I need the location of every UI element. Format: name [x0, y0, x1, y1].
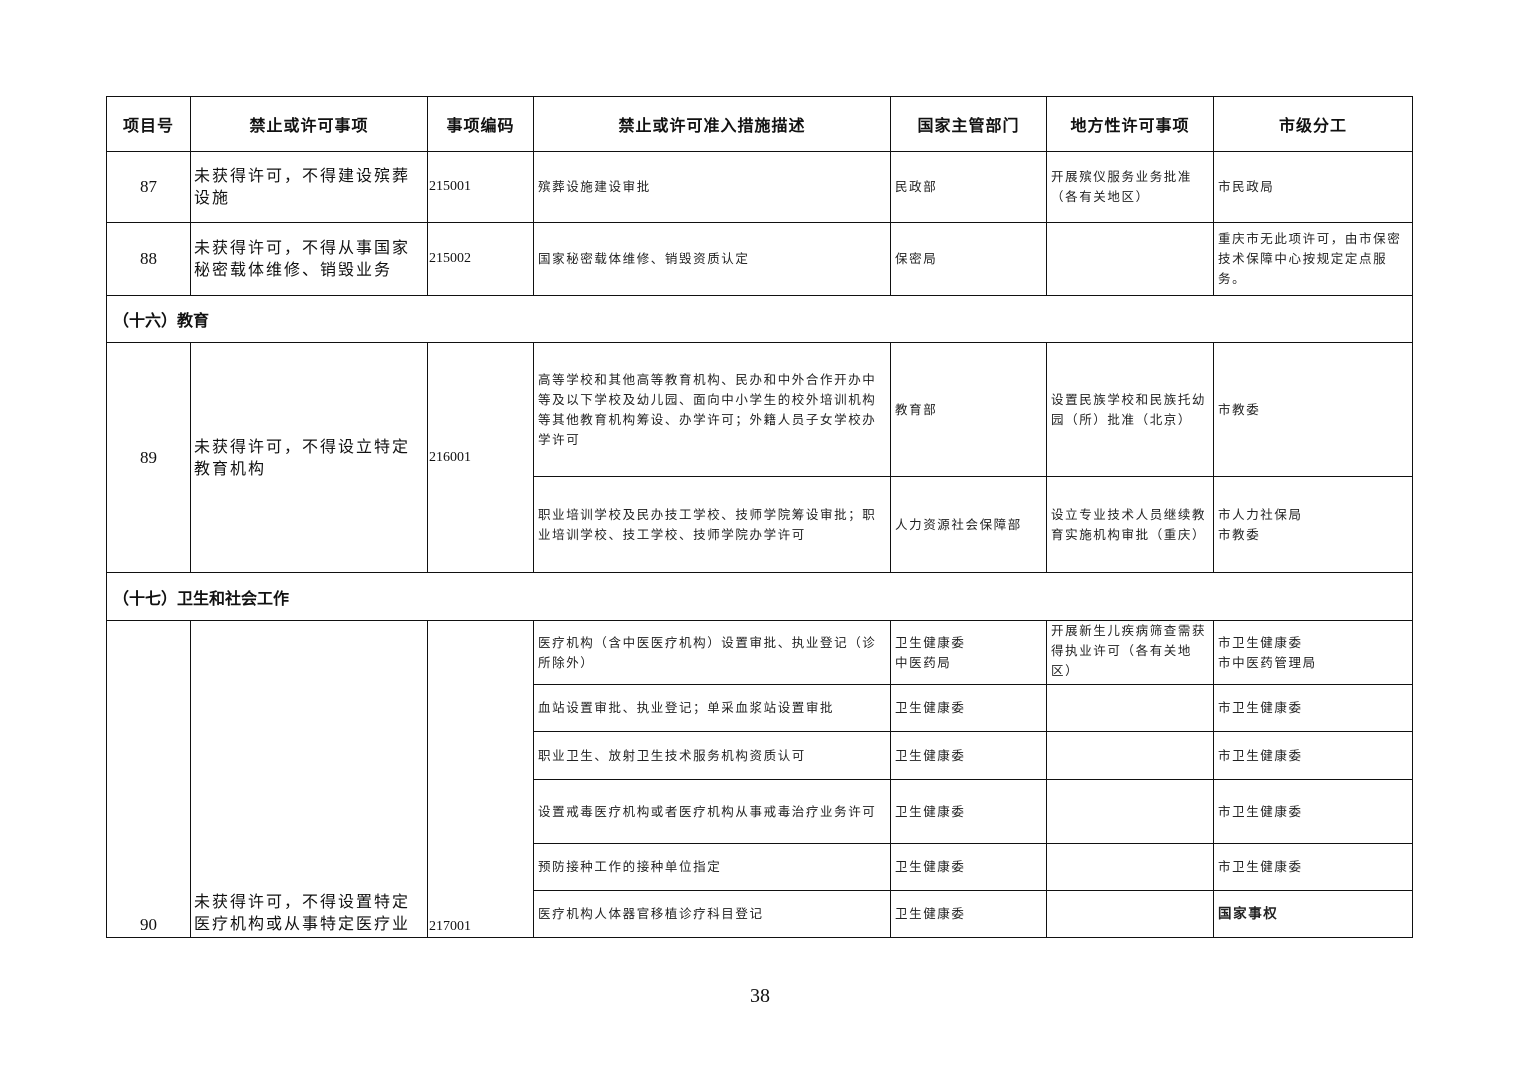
row-local: 开展新生儿疾病筛查需获得执业许可（各有关地区） — [1046, 620, 1214, 685]
row-dept: 卫生健康委 — [890, 843, 1047, 891]
col-header-code: 事项编码 — [427, 96, 534, 152]
permit-table: 项目号 禁止或许可事项 事项编码 禁止或许可准入措施描述 国家主管部门 地方性许… — [106, 96, 1413, 938]
row-dept: 卫生健康委 中医药局 — [890, 620, 1047, 685]
row-city: 国家事权 — [1213, 890, 1413, 938]
row-code: 215002 — [427, 222, 534, 296]
row-local — [1046, 890, 1214, 938]
row-city: 市卫生健康委 — [1213, 843, 1413, 891]
row-local — [1046, 779, 1214, 844]
row-dept: 民政部 — [890, 151, 1047, 223]
row-city: 市卫生健康委 — [1213, 731, 1413, 780]
row-dept: 卫生健康委 — [890, 890, 1047, 938]
row-description: 医疗机构（含中医医疗机构）设置审批、执业登记（诊所除外） — [533, 620, 891, 685]
row-city: 市卫生健康委 市中医药管理局 — [1213, 620, 1413, 685]
row-description: 职业培训学校及民办技工学校、技师学院筹设审批；职业培训学校、技工学校、技师学院办… — [533, 476, 891, 573]
row-dept: 卫生健康委 — [890, 779, 1047, 844]
row-number: 88 — [106, 222, 191, 296]
row-dept: 人力资源社会保障部 — [890, 476, 1047, 573]
table-row: 87 未获得许可，不得建设殡葬设施 215001 殡葬设施建设审批 民政部 开展… — [106, 151, 1413, 223]
row-city: 市卫生健康委 — [1213, 779, 1413, 844]
row-code: 216001 — [427, 342, 534, 573]
page-number: 38 — [750, 985, 770, 1007]
table-subrow: 职业培训学校及民办技工学校、技师学院筹设审批；职业培训学校、技工学校、技师学院办… — [107, 476, 1413, 573]
row-number: 90 — [106, 620, 191, 938]
row-item: 未获得许可，不得设立特定教育机构 — [190, 342, 428, 573]
row-local — [1046, 731, 1214, 780]
table-row: 88 未获得许可，不得从事国家秘密载体维修、销毁业务 215002 国家秘密载体… — [106, 222, 1413, 296]
row-number: 87 — [106, 151, 191, 223]
row-description: 高等学校和其他高等教育机构、民办和中外合作开办中等及以下学校及幼儿园、面向中小学… — [533, 342, 891, 477]
row-dept: 卫生健康委 — [890, 684, 1047, 732]
table-subrow: 血站设置审批、执业登记；单采血浆站设置审批 卫生健康委 市卫生健康委 — [107, 684, 1413, 732]
row-description: 职业卫生、放射卫生技术服务机构资质认可 — [533, 731, 891, 780]
table-row: 90 未获得许可，不得设置特定医疗机构或从事特定医疗业 217001 医疗机构（… — [106, 620, 1413, 938]
col-header-item: 禁止或许可事项 — [190, 96, 428, 152]
row-dept: 教育部 — [890, 342, 1047, 477]
col-header-city: 市级分工 — [1213, 96, 1413, 152]
table-subrow: 职业卫生、放射卫生技术服务机构资质认可 卫生健康委 市卫生健康委 — [107, 731, 1413, 780]
section-heading: （十七）卫生和社会工作 — [106, 572, 1413, 621]
table-subrow: 医疗机构人体器官移植诊疗科目登记 卫生健康委 国家事权 — [107, 890, 1413, 938]
row-item: 未获得许可，不得设置特定医疗机构或从事特定医疗业 — [190, 620, 428, 938]
col-header-local: 地方性许可事项 — [1046, 96, 1214, 152]
row-city: 市教委 — [1213, 342, 1413, 477]
col-header-dept: 国家主管部门 — [890, 96, 1047, 152]
row-item: 未获得许可，不得从事国家秘密载体维修、销毁业务 — [190, 222, 428, 296]
section-row: （十六）教育 — [106, 295, 1413, 343]
row-description: 殡葬设施建设审批 — [533, 151, 891, 223]
permit-table-container: 项目号 禁止或许可事项 事项编码 禁止或许可准入措施描述 国家主管部门 地方性许… — [106, 96, 1414, 938]
row-local — [1046, 843, 1214, 891]
row-city: 市人力社保局 市教委 — [1213, 476, 1413, 573]
row-description: 设置戒毒医疗机构或者医疗机构从事戒毒治疗业务许可 — [533, 779, 891, 844]
row-code: 215001 — [427, 151, 534, 223]
row-description: 医疗机构人体器官移植诊疗科目登记 — [533, 890, 891, 938]
row-local: 设立专业技术人员继续教育实施机构审批（重庆） — [1046, 476, 1214, 573]
row-number: 89 — [106, 342, 191, 573]
section-heading: （十六）教育 — [106, 295, 1413, 343]
header-row: 项目号 禁止或许可事项 事项编码 禁止或许可准入措施描述 国家主管部门 地方性许… — [106, 96, 1413, 152]
row-local: 设置民族学校和民族托幼园（所）批准（北京） — [1046, 342, 1214, 477]
row-city: 重庆市无此项许可，由市保密技术保障中心按规定定点服务。 — [1213, 222, 1413, 296]
row-dept: 卫生健康委 — [890, 731, 1047, 780]
row-local — [1046, 222, 1214, 296]
table-row: 89 未获得许可，不得设立特定教育机构 216001 高等学校和其他高等教育机构… — [106, 342, 1413, 573]
row-dept: 保密局 — [890, 222, 1047, 296]
row-description: 血站设置审批、执业登记；单采血浆站设置审批 — [533, 684, 891, 732]
row-city: 市卫生健康委 — [1213, 684, 1413, 732]
row-description: 预防接种工作的接种单位指定 — [533, 843, 891, 891]
row-local: 开展殡仪服务业务批准（各有关地区） — [1046, 151, 1214, 223]
row-item: 未获得许可，不得建设殡葬设施 — [190, 151, 428, 223]
row-description: 国家秘密载体维修、销毁资质认定 — [533, 222, 891, 296]
col-header-description: 禁止或许可准入措施描述 — [533, 96, 891, 152]
section-row: （十七）卫生和社会工作 — [106, 572, 1413, 621]
row-city: 市民政局 — [1213, 151, 1413, 223]
col-header-number: 项目号 — [106, 96, 191, 152]
row-local — [1046, 684, 1214, 732]
row-code: 217001 — [427, 620, 534, 938]
table-subrow: 预防接种工作的接种单位指定 卫生健康委 市卫生健康委 — [107, 843, 1413, 891]
